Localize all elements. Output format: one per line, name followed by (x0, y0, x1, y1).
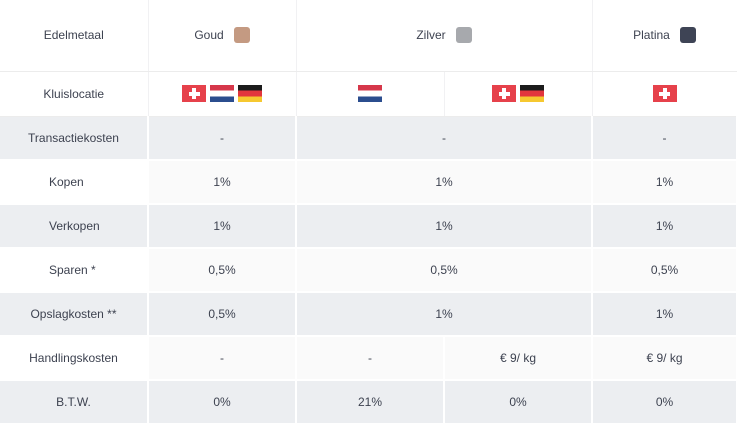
table-row-handling: Handlingskosten - - € 9/ kg € 9/ kg (0, 336, 737, 381)
cell-platinum: 0% (592, 380, 737, 425)
cell-platinum: 1% (592, 292, 737, 337)
column-gold: Goud (148, 0, 297, 72)
table-row-sell: Verkopen 1% 1% 1% (0, 204, 737, 249)
cell-silver-b: € 9/ kg (444, 336, 593, 381)
flag-ch-icon (652, 85, 677, 102)
row-label: Kopen (0, 160, 149, 205)
cell-gold: 0,5% (148, 248, 297, 293)
row-label: Sparen * (0, 248, 149, 293)
flag-nl-icon (358, 85, 382, 102)
flag-ch-icon (492, 85, 516, 102)
row-label: Opslagkosten ** (0, 292, 149, 337)
flag-de-icon (238, 85, 262, 102)
row-label: Verkopen (0, 204, 149, 249)
cell-silver-b: 0% (444, 380, 593, 425)
cell-gold: 0,5% (148, 292, 297, 337)
cell-gold: - (148, 336, 297, 381)
vault-platinum-flags (592, 71, 737, 117)
cell-silver-a: 21% (296, 380, 445, 425)
row-label: B.T.W. (0, 380, 149, 425)
row-label: Handlingskosten (0, 336, 149, 381)
cell-gold: 1% (148, 160, 297, 205)
column-silver: Zilver (296, 0, 593, 72)
flag-ch-icon (182, 85, 206, 102)
cell-platinum: - (592, 116, 737, 161)
silver-swatch-icon (455, 27, 472, 44)
header-row: Edelmetaal Goud Zilver Platina (0, 0, 737, 72)
cell-silver: 1% (296, 292, 593, 337)
cell-platinum: 1% (592, 160, 737, 205)
vault-silver-a-flags (296, 71, 445, 117)
platinum-swatch-icon (679, 27, 696, 44)
table-row-transaction: Transactiekosten - - - (0, 116, 737, 161)
vault-location-label: Kluislocatie (0, 71, 149, 117)
cell-platinum: 1% (592, 204, 737, 249)
table-row-vat: B.T.W. 0% 21% 0% 0% (0, 380, 737, 425)
vault-gold-flags (148, 71, 297, 117)
cell-silver: - (296, 116, 593, 161)
row-label: Transactiekosten (0, 116, 149, 161)
table-row-buy: Kopen 1% 1% 1% (0, 160, 737, 205)
cell-gold: 1% (148, 204, 297, 249)
table-row-save: Sparen * 0,5% 0,5% 0,5% (0, 248, 737, 293)
cell-platinum: 0,5% (592, 248, 737, 293)
vault-location-row: Kluislocatie (0, 71, 737, 117)
platinum-label: Platina (633, 28, 670, 43)
flag-de-icon (520, 85, 544, 102)
gold-swatch-icon (233, 27, 250, 44)
flag-nl-icon (210, 85, 234, 102)
cell-gold: - (148, 116, 297, 161)
cell-silver: 1% (296, 160, 593, 205)
cell-silver: 1% (296, 204, 593, 249)
cell-silver: 0,5% (296, 248, 593, 293)
table-row-storage: Opslagkosten ** 0,5% 1% 1% (0, 292, 737, 337)
column-label-metal: Edelmetaal (0, 0, 149, 72)
gold-label: Goud (194, 28, 224, 43)
column-platinum: Platina (592, 0, 737, 72)
cell-platinum: € 9/ kg (592, 336, 737, 381)
vault-silver-b-flags (444, 71, 593, 117)
cell-gold: 0% (148, 380, 297, 425)
silver-label: Zilver (416, 28, 446, 43)
cell-silver-a: - (296, 336, 445, 381)
